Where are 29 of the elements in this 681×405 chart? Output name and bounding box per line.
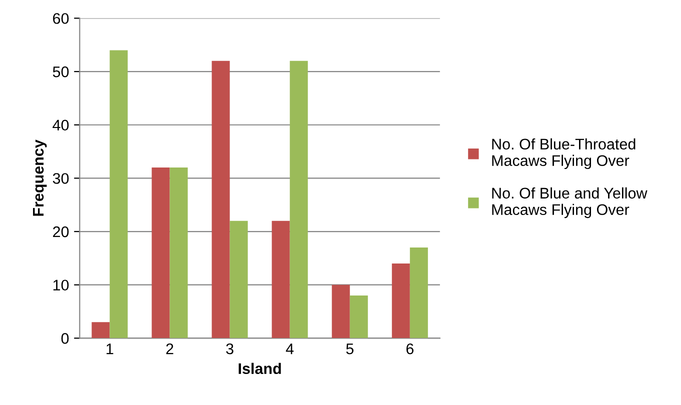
- y-axis-title: Frequency: [33, 140, 47, 216]
- x-axis-title: Island: [238, 362, 281, 374]
- y-tick-label: 60: [53, 13, 69, 24]
- y-tick-label: 30: [52, 173, 69, 184]
- x-tick-label: 3: [226, 343, 234, 354]
- x-tick-label: 5: [346, 344, 354, 354]
- bar: [212, 60, 230, 338]
- y-tick-label: 50: [52, 66, 69, 78]
- legend-label: No. Of Blue-Throated Macaws Flying Over: [492, 138, 636, 170]
- bar: [392, 264, 410, 338]
- y-tick-label: 10: [53, 280, 69, 291]
- bar: [152, 168, 170, 338]
- x-tick-label: 2: [166, 343, 174, 354]
- bar: [290, 60, 308, 338]
- y-tick-label: 40: [52, 120, 69, 131]
- bar: [92, 322, 110, 338]
- y-tick-label: 0: [61, 333, 69, 344]
- bar: [410, 248, 428, 338]
- bar: [350, 296, 368, 338]
- y-tick-label: 20: [53, 226, 69, 238]
- x-tick-label: 6: [406, 343, 414, 354]
- bar: [170, 168, 188, 338]
- bar: [110, 50, 128, 338]
- x-tick-label: 4: [286, 344, 294, 354]
- x-tick-label: 1: [106, 344, 114, 354]
- bar: [332, 284, 350, 338]
- legend-label: No. Of Blue and Yellow Macaws Flying Over: [492, 187, 648, 218]
- bar: [230, 220, 248, 338]
- bar: [272, 220, 290, 338]
